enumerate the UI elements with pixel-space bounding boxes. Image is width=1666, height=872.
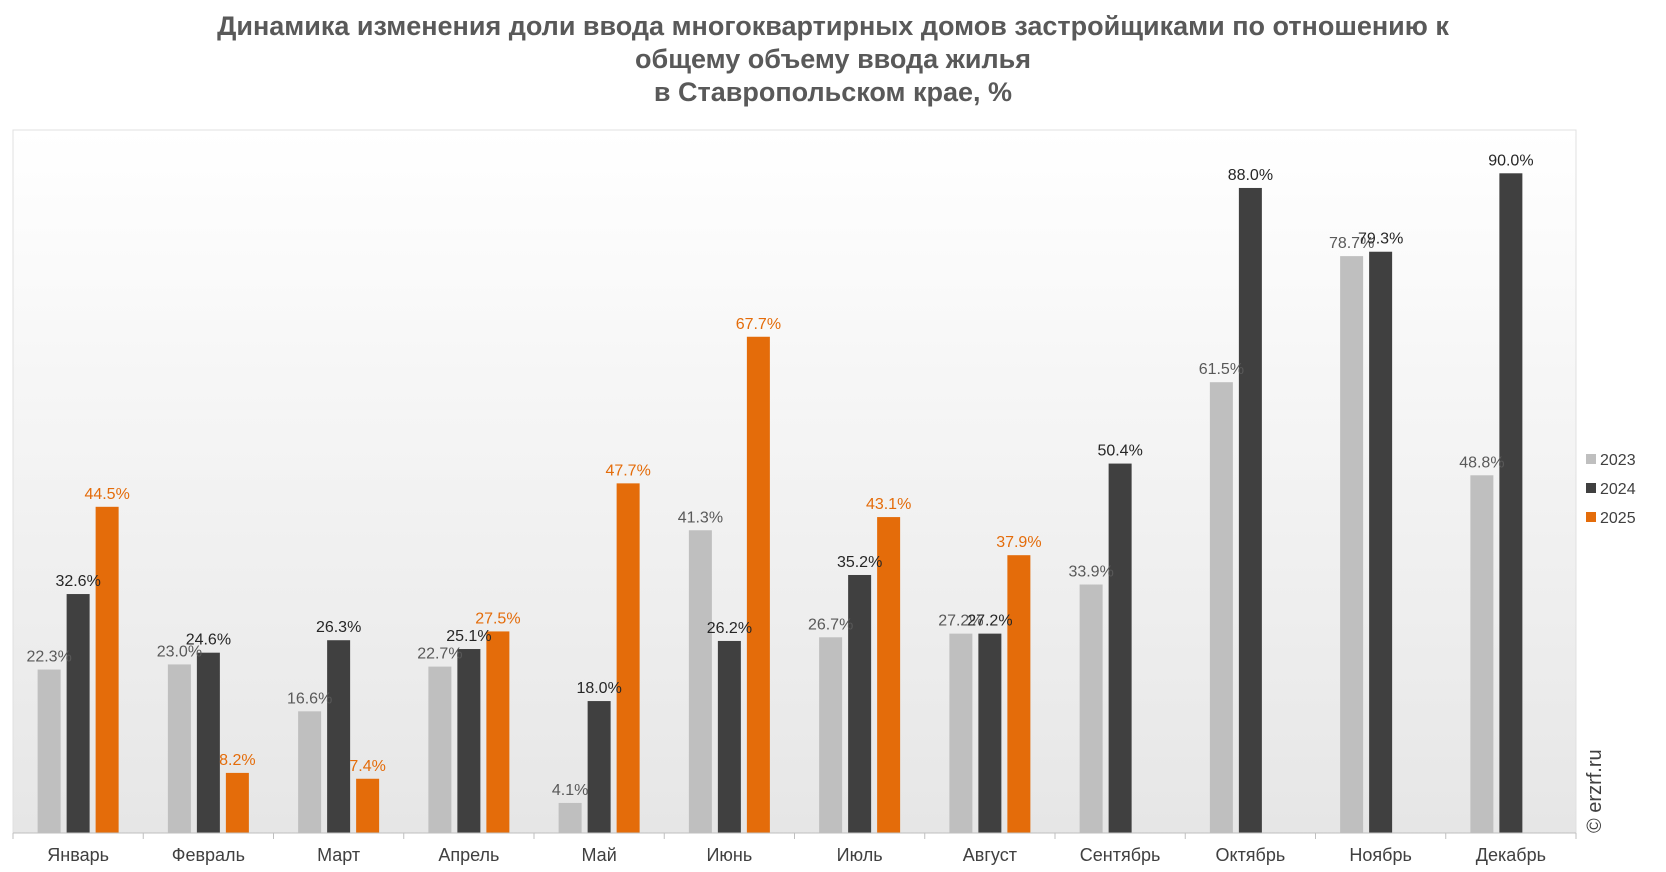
data-label-2024: 18.0% — [576, 680, 621, 697]
data-label-2023: 4.1% — [552, 782, 588, 799]
data-label-2025: 43.1% — [866, 496, 911, 513]
bar-2024 — [66, 594, 90, 833]
legend: 2023 2024 2025 — [1586, 452, 1636, 527]
data-label-2025: 37.9% — [996, 534, 1041, 551]
legend-swatch-2023 — [1586, 454, 1596, 464]
legend-label-2023: 2023 — [1600, 452, 1636, 469]
legend-swatch-2024 — [1586, 483, 1596, 493]
data-label-2024: 24.6% — [186, 632, 231, 649]
bar-2024 — [717, 640, 741, 833]
x-tick-label: Декабрь — [1476, 845, 1546, 865]
data-label-2025: 8.2% — [219, 752, 255, 769]
data-labels-layer: 22.3% 32.6% 44.5% 23.0%24.6% 8.2% 16.6% 26.3% 7… — [26, 152, 1533, 799]
bar-2024 — [1369, 251, 1393, 833]
x-tick-label: Апрель — [438, 845, 499, 865]
bar-2024 — [587, 701, 611, 833]
data-label-2023: 22.7% — [417, 646, 462, 663]
bar-2023 — [428, 666, 452, 833]
data-label-2025: 27.5% — [475, 610, 520, 627]
data-label-2023: 61.5% — [1199, 361, 1244, 378]
plot-area-background — [12, 129, 1577, 834]
bar-2024 — [457, 649, 481, 833]
data-label-2023: 41.3% — [678, 509, 723, 526]
x-tick-label: Ноябрь — [1349, 845, 1411, 865]
data-label-2025: 7.4% — [349, 758, 385, 775]
bar-2025 — [486, 631, 510, 833]
data-label-2024: 35.2% — [837, 554, 882, 571]
data-label-2023: 78.7% — [1329, 235, 1374, 252]
x-tick-label: Март — [317, 845, 360, 865]
bar-2025 — [616, 483, 640, 833]
data-label-2024: 27.2% — [967, 613, 1012, 630]
data-label-2024: 79.3% — [1358, 231, 1403, 248]
data-label-2024: 50.4% — [1097, 443, 1142, 460]
x-tick-label: Июнь — [706, 845, 752, 865]
bar-2023 — [949, 633, 973, 833]
bar-2025 — [225, 772, 249, 833]
x-tick-label: Январь — [47, 845, 109, 865]
legend-label-2025: 2025 — [1600, 510, 1636, 527]
data-label-2023: 48.8% — [1459, 454, 1504, 471]
bar-2025 — [95, 506, 119, 833]
bar-2023 — [688, 530, 712, 833]
bar-2025 — [356, 778, 380, 833]
chart-title-line-3: в Ставропольском крае, % — [653, 77, 1013, 107]
legend-swatch-2025 — [1586, 512, 1596, 522]
x-tick-label: Июль — [837, 845, 883, 865]
bar-2023 — [167, 664, 191, 833]
x-axis: Январь Февраль Март Апрель Май Июнь Июль Август… — [12, 832, 1577, 865]
data-label-2023: 22.3% — [26, 649, 71, 666]
data-label-2024: 88.0% — [1228, 167, 1273, 184]
bars-layer — [37, 173, 1523, 834]
bar-2023 — [37, 669, 61, 833]
data-label-2025: 47.7% — [605, 462, 650, 479]
bar-2024 — [1238, 187, 1262, 833]
bar-2024 — [1499, 173, 1523, 834]
x-tick-label: Октябрь — [1215, 845, 1285, 865]
bar-2023 — [819, 637, 843, 833]
bar-2023 — [1079, 584, 1103, 833]
data-label-2024: 26.2% — [707, 620, 752, 637]
chart-title: Динамика изменения доли ввода многокварт… — [0, 10, 1666, 109]
bar-2025 — [1007, 555, 1031, 833]
data-label-2023: 26.7% — [808, 616, 853, 633]
data-label-2025: 67.7% — [736, 316, 781, 333]
x-tick-label: Август — [963, 845, 1017, 865]
bar-2025 — [746, 336, 770, 833]
bar-2024 — [848, 574, 872, 833]
chart-title-line-2: общему объему ввода жилья — [635, 44, 1031, 74]
bar-2023 — [1470, 475, 1494, 833]
bar-2025 — [877, 517, 901, 833]
copyright-watermark: © erzrf.ru — [1584, 749, 1606, 833]
bar-2024 — [978, 633, 1002, 833]
data-label-2024: 32.6% — [55, 573, 100, 590]
data-label-2023: 27.2% — [938, 613, 983, 630]
bar-2024 — [327, 640, 351, 833]
data-label-2023: 33.9% — [1068, 564, 1113, 581]
bar-2023 — [1209, 382, 1233, 833]
data-label-2023: 23.0% — [157, 643, 202, 660]
x-tick-label: Май — [581, 845, 616, 865]
bar-2023 — [298, 711, 322, 833]
bar-2024 — [1108, 463, 1132, 833]
bar-2024 — [196, 652, 220, 833]
data-label-2025: 44.5% — [84, 486, 129, 503]
x-tick-label: Февраль — [172, 845, 245, 865]
x-tick-label: Сентябрь — [1080, 845, 1161, 865]
data-label-2024: 90.0% — [1488, 152, 1533, 169]
bar-2023 — [1340, 256, 1364, 833]
data-label-2024: 26.3% — [316, 619, 361, 636]
bar-2023 — [558, 802, 582, 833]
legend-label-2024: 2024 — [1600, 481, 1636, 498]
chart-title-line-1: Динамика изменения доли ввода многокварт… — [217, 11, 1449, 41]
data-label-2024: 25.1% — [446, 628, 491, 645]
data-label-2023: 16.6% — [287, 690, 332, 707]
